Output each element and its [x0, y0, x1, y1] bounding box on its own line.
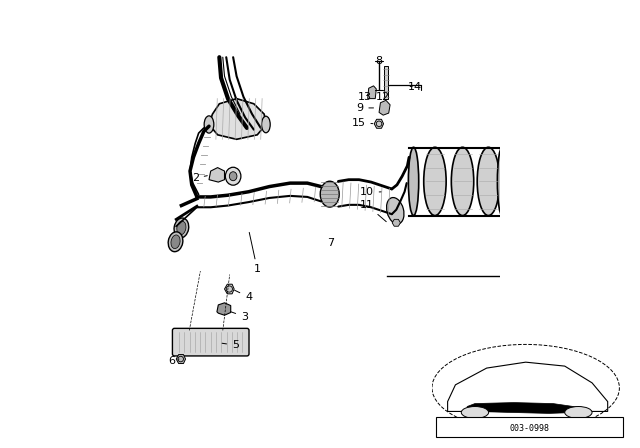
Polygon shape — [374, 119, 383, 128]
Text: 12: 12 — [376, 92, 390, 102]
Ellipse shape — [171, 235, 180, 249]
Ellipse shape — [229, 172, 237, 181]
Ellipse shape — [461, 406, 488, 418]
Text: 2: 2 — [191, 173, 207, 183]
Ellipse shape — [451, 147, 474, 215]
Text: 5: 5 — [222, 340, 239, 350]
Polygon shape — [367, 86, 376, 99]
Ellipse shape — [564, 406, 592, 418]
Text: 13: 13 — [358, 92, 372, 102]
Ellipse shape — [168, 232, 183, 252]
Polygon shape — [467, 403, 580, 414]
Polygon shape — [209, 99, 266, 139]
Text: 6: 6 — [168, 356, 179, 366]
Ellipse shape — [497, 147, 507, 215]
Polygon shape — [209, 168, 225, 182]
Text: 1: 1 — [249, 233, 260, 274]
Ellipse shape — [225, 167, 241, 185]
Bar — [384, 66, 388, 99]
Ellipse shape — [262, 116, 270, 133]
Ellipse shape — [177, 221, 186, 235]
Text: 15: 15 — [351, 118, 373, 128]
Ellipse shape — [424, 147, 446, 215]
Ellipse shape — [477, 147, 500, 215]
FancyBboxPatch shape — [436, 418, 623, 437]
Ellipse shape — [174, 218, 189, 238]
Polygon shape — [379, 100, 390, 115]
Text: 003-0998: 003-0998 — [509, 424, 550, 433]
Text: 7: 7 — [327, 238, 334, 248]
Text: 11: 11 — [360, 200, 387, 222]
Text: 10: 10 — [360, 187, 381, 198]
Text: 9: 9 — [356, 103, 374, 113]
Text: 14: 14 — [408, 82, 422, 91]
Ellipse shape — [408, 147, 419, 215]
Polygon shape — [392, 220, 401, 226]
Ellipse shape — [320, 181, 339, 207]
Polygon shape — [225, 284, 234, 294]
Text: 8: 8 — [375, 56, 382, 66]
Ellipse shape — [387, 198, 404, 224]
Text: 3: 3 — [230, 312, 248, 322]
FancyBboxPatch shape — [172, 328, 249, 356]
Text: 4: 4 — [235, 290, 252, 302]
Polygon shape — [176, 354, 186, 363]
Ellipse shape — [204, 116, 214, 133]
Polygon shape — [217, 303, 231, 315]
